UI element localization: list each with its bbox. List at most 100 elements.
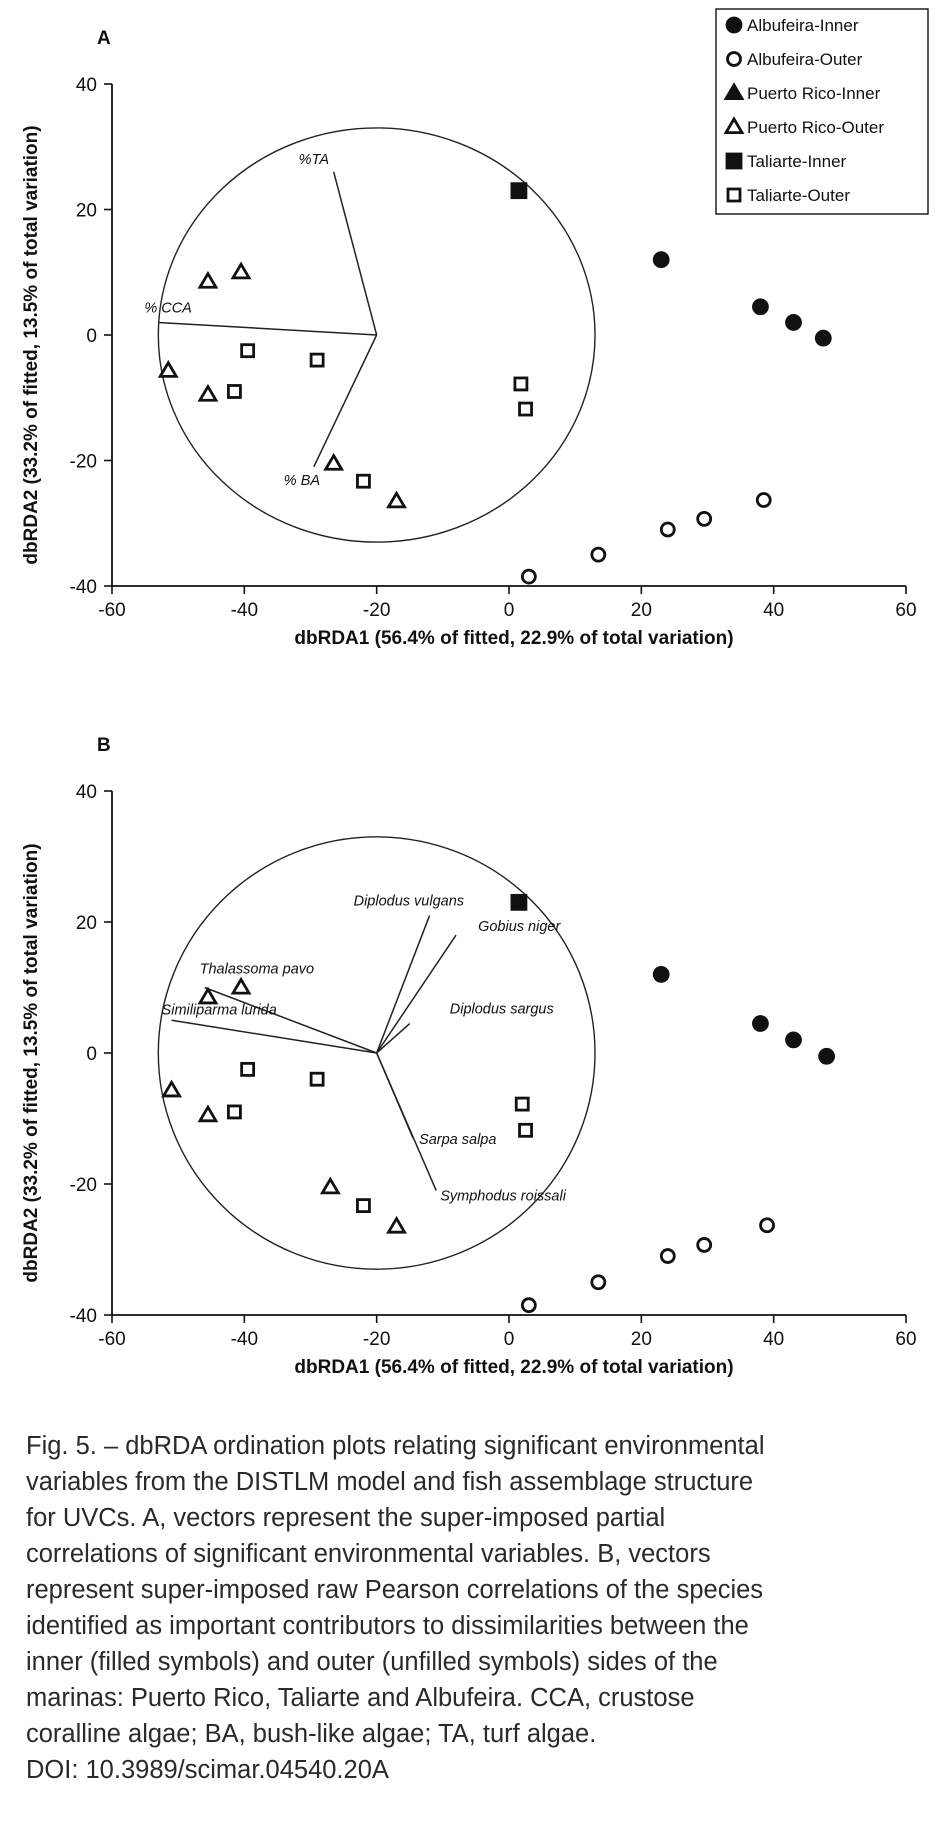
vector-label-ba: % BA: [284, 473, 320, 489]
point-albufeira-outer: [590, 546, 607, 563]
point-puerto-rico-outer: [386, 490, 407, 509]
y-tick-label: -20: [70, 1175, 97, 1196]
x-tick-label: -60: [98, 600, 125, 621]
point-taliarte-outer: [227, 384, 242, 399]
point-puerto-rico-outer: [197, 986, 219, 1005]
y-tick-label: -20: [70, 452, 97, 473]
legend-label-puerto-rico-inner: Puerto Rico-Inner: [747, 84, 881, 103]
point-taliarte-outer: [518, 1122, 533, 1138]
vector-label-thalassoma-pavo: Thalassoma pavo: [200, 962, 314, 978]
caption-line-5: represent super-imposed raw Pearson corr…: [26, 1576, 764, 1604]
legend-label-taliarte-outer: Taliarte-Outer: [747, 186, 850, 205]
y-axis-label: dbRDA2 (33.2% of fitted, 13.5% of total …: [21, 125, 42, 564]
point-albufeira-inner: [785, 1031, 802, 1049]
point-albufeira-inner: [752, 298, 769, 316]
caption-line-9: coralline algae; BA, bush-like algae; TA…: [26, 1720, 597, 1748]
point-puerto-rico-outer: [161, 1079, 182, 1098]
caption-line-1: Fig. 5. – dbRDA ordination plots relatin…: [26, 1432, 765, 1460]
x-tick-label: -40: [231, 1329, 258, 1350]
point-albufeira-outer: [659, 1248, 676, 1264]
legend-label-albufeira-outer: Albufeira-Outer: [747, 50, 863, 69]
x-tick-label: -20: [363, 1329, 390, 1350]
vector-thalassoma-pavo: [204, 986, 377, 1054]
vector-gobius-niger: [376, 934, 457, 1054]
vector-label-diplodus-sargus: Diplodus sargus: [450, 1002, 554, 1018]
legend-box: [715, 8, 929, 215]
vector-cca: [158, 321, 377, 336]
legend-marker-albufeira-outer: [726, 51, 742, 67]
point-taliarte-outer: [356, 1198, 371, 1214]
point-taliarte-outer: [227, 1104, 242, 1120]
vector-diplodus-vulgans: [375, 915, 431, 1054]
vector-label-gobius-niger: Gobius niger: [478, 919, 561, 935]
point-albufeira-outer: [755, 492, 772, 508]
x-tick-label: -60: [98, 1329, 125, 1350]
point-albufeira-outer: [659, 521, 676, 538]
point-taliarte-inner: [510, 182, 528, 200]
x-tick-label: 20: [631, 600, 652, 621]
x-tick-label: 60: [895, 600, 916, 621]
y-tick-label: 0: [86, 1044, 97, 1065]
point-taliarte-outer: [513, 376, 529, 392]
x-tick-label: -40: [231, 600, 258, 621]
point-taliarte-outer: [514, 1096, 530, 1112]
point-taliarte-inner: [510, 893, 528, 911]
y-axis-label: dbRDA2 (33.2% of fitted, 13.5% of total …: [21, 843, 42, 1282]
y-tick-label: 0: [86, 326, 97, 347]
caption-line-2: variables from the DISTLM model and fish…: [26, 1468, 754, 1496]
point-puerto-rico-outer: [386, 1215, 407, 1234]
vector-symphodus-roissali: [375, 1052, 437, 1191]
vector-similiparma-lurida: [171, 1019, 377, 1054]
caption-line-10: DOI: 10.3989/scimar.04540.20A: [26, 1756, 389, 1784]
legend-marker-albufeira-inner: [725, 16, 743, 34]
point-albufeira-outer: [590, 1274, 607, 1291]
point-albufeira-outer: [520, 568, 537, 585]
point-albufeira-outer: [520, 1297, 537, 1314]
caption-line-7: inner (filled symbols) and outer (unfill…: [26, 1648, 718, 1676]
point-taliarte-outer: [309, 1071, 325, 1087]
figure-caption: Fig. 5. – dbRDA ordination plots relatin…: [26, 1428, 926, 1788]
vector-label-cca: % CCA: [144, 300, 192, 316]
legend-label-puerto-rico-outer: Puerto Rico-Outer: [747, 118, 884, 137]
panel-label: B: [97, 735, 111, 756]
point-albufeira-outer: [759, 1217, 775, 1234]
point-albufeira-inner: [652, 966, 670, 983]
x-tick-label: -20: [363, 600, 390, 621]
point-albufeira-inner: [785, 314, 802, 331]
y-tick-label: -40: [70, 1306, 97, 1327]
point-puerto-rico-outer: [319, 1176, 341, 1195]
point-puerto-rico-outer: [230, 976, 252, 995]
x-axis-label: dbRDA1 (56.4% of fitted, 22.9% of total …: [294, 628, 733, 649]
vector-ba: [313, 334, 378, 468]
caption-line-6: identified as important contributors to …: [26, 1612, 749, 1640]
legend-label-albufeira-inner: Albufeira-Inner: [747, 16, 859, 35]
y-tick-label: 20: [76, 913, 97, 934]
vector-ta: [332, 171, 378, 336]
correlation-circle: [157, 127, 596, 543]
legend-label-taliarte-inner: Taliarte-Inner: [747, 152, 847, 171]
panel-label: A: [97, 28, 111, 49]
point-puerto-rico-outer: [157, 360, 179, 378]
x-tick-label: 20: [631, 1329, 652, 1350]
point-taliarte-outer: [240, 1061, 256, 1077]
vector-label-diplodus-vulgans: Diplodus vulgans: [354, 893, 464, 909]
point-albufeira-inner: [752, 1015, 769, 1032]
legend-marker-puerto-rico-outer: [723, 116, 745, 135]
x-tick-label: 40: [763, 1329, 784, 1350]
y-tick-label: -40: [70, 577, 97, 598]
vector-label-symphodus-roissali: Symphodus roissali: [440, 1189, 566, 1205]
vector-label-sarpa-salpa: Sarpa salpa: [419, 1132, 496, 1148]
y-tick-label: 40: [76, 75, 97, 96]
correlation-circle: [157, 836, 596, 1270]
point-albufeira-inner: [814, 329, 832, 347]
point-taliarte-outer: [309, 352, 325, 368]
caption-line-8: marinas: Puerto Rico, Taliarte and Albuf…: [26, 1684, 695, 1712]
point-puerto-rico-outer: [230, 261, 252, 280]
legend-marker-puerto-rico-inner: [723, 82, 745, 100]
x-axis-label: dbRDA1 (56.4% of fitted, 22.9% of total …: [294, 1357, 733, 1378]
caption-line-3: for UVCs. A, vectors represent the super…: [26, 1504, 666, 1532]
point-albufeira-outer: [696, 1237, 713, 1253]
point-puerto-rico-outer: [197, 1104, 219, 1123]
